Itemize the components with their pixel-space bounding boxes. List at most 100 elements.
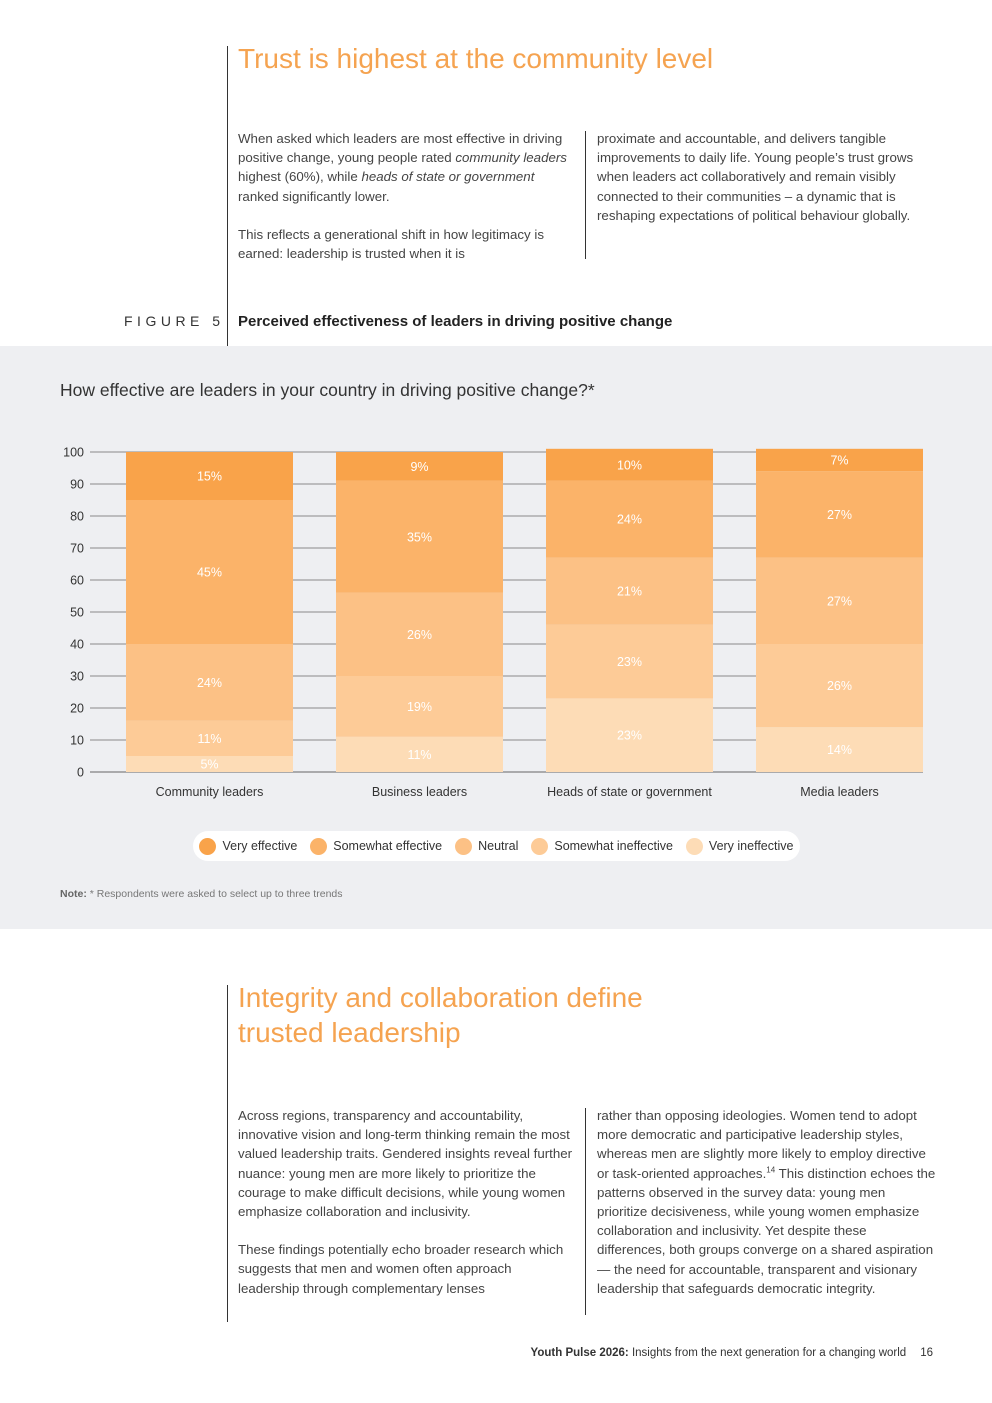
- y-tick-label: 60: [70, 574, 84, 588]
- text-run: ranked significantly lower.: [238, 188, 390, 204]
- section2-left-column: Across regions, transparency and account…: [238, 1106, 576, 1317]
- figure-label: FIGURE 5: [124, 313, 225, 329]
- data-label: 26%: [407, 628, 432, 642]
- data-label: 27%: [827, 594, 852, 608]
- bar-segment: [126, 500, 293, 644]
- page-footer: Youth Pulse 2026: Insights from the next…: [531, 1347, 933, 1359]
- data-label: 10%: [617, 458, 642, 472]
- bar-segment: [546, 624, 713, 699]
- bar-segment: [756, 727, 923, 772]
- legend-swatch: [199, 837, 217, 855]
- bar-segment: [756, 557, 923, 644]
- data-label: 7%: [830, 454, 848, 468]
- footnote-reference: 14: [766, 1165, 776, 1175]
- y-tick-label: 70: [70, 542, 84, 556]
- y-tick-label: 30: [70, 670, 84, 684]
- bar-segment: [546, 557, 713, 625]
- data-label: 19%: [407, 700, 432, 714]
- data-label: 26%: [827, 679, 852, 693]
- section1-left-paragraph-2: This reflects a generational shift in ho…: [238, 226, 544, 262]
- legend-label: Somewhat ineffective: [554, 839, 673, 853]
- bar-segment: [336, 480, 503, 593]
- legend-label: Very effective: [222, 839, 298, 853]
- bar-segment: [126, 720, 293, 756]
- legend-item-somewhat-ineffective: Somewhat ineffective: [531, 837, 673, 855]
- data-label: 11%: [197, 732, 221, 746]
- y-tick-label: 40: [70, 638, 84, 652]
- data-label: 15%: [197, 470, 222, 484]
- title-line-1: Integrity and collaboration define: [238, 982, 643, 1013]
- section1-left-column: When asked which leaders are most effect…: [238, 129, 568, 282]
- bar-segment: [126, 756, 293, 772]
- bar-segment: [546, 480, 713, 558]
- bar-segment: [756, 644, 923, 728]
- figure-title: Perceived effectiveness of leaders in dr…: [238, 313, 673, 330]
- legend-item-very-effective: Very effective: [199, 837, 298, 855]
- bar-segment: [126, 452, 293, 500]
- data-label: 45%: [197, 566, 222, 580]
- section2-right-paragraph-1: rather than opposing ideologies. Women t…: [597, 1106, 937, 1298]
- data-label: 14%: [827, 743, 852, 757]
- data-label: 27%: [827, 508, 852, 522]
- title-line-2: trusted leadership: [238, 1017, 461, 1048]
- y-tick-label: 10: [70, 734, 84, 748]
- chart-note: Note: * Respondents were asked to select…: [60, 888, 343, 900]
- x-category-label: Community leaders: [156, 785, 264, 799]
- data-label: 11%: [407, 748, 431, 762]
- text-run: rather than opposing ideologies. Women t…: [597, 1108, 926, 1181]
- legend-label: Neutral: [478, 839, 519, 853]
- column-divider: [585, 1108, 586, 1315]
- bar-segment: [546, 698, 713, 772]
- text-run: When asked which leaders are most effect…: [238, 131, 563, 166]
- data-label: 9%: [410, 460, 428, 474]
- note-text: * Respondents were asked to select up to…: [86, 888, 343, 900]
- legend-item-neutral: Neutral: [455, 837, 519, 855]
- legend-swatch: [455, 837, 473, 855]
- text-run: This distinction echoes the patterns obs…: [597, 1165, 936, 1296]
- data-label: 23%: [617, 729, 642, 743]
- data-label: 24%: [197, 676, 222, 690]
- data-label: 35%: [407, 530, 432, 544]
- text-run: highest (60%), while: [238, 169, 362, 185]
- stacked-bar-chart: 0 10 20 30 40 50 60 70 80 90 100 5% 11% 24% 45% 15% Comm…: [63, 446, 923, 799]
- chart-question: How effective are leaders in your countr…: [60, 380, 595, 400]
- section1-right-paragraph-1: proximate and accountable, and delivers …: [597, 131, 914, 223]
- bar-segment: [336, 736, 503, 772]
- bar-segment: [336, 592, 503, 676]
- x-category-label: Heads of state or government: [547, 785, 712, 799]
- chart-legend: Very effective Somewhat effective Neutra…: [193, 831, 800, 861]
- y-tick-label: 80: [70, 510, 84, 524]
- y-tick-label: 100: [63, 446, 84, 460]
- bar-segment: [756, 471, 923, 558]
- section1-title: Trust is highest at the community level: [238, 43, 714, 74]
- section1-left-paragraph-1: When asked which leaders are most effect…: [238, 129, 568, 206]
- section2-right-column: rather than opposing ideologies. Women t…: [597, 1106, 937, 1317]
- page-number: 16: [920, 1347, 933, 1359]
- section2-left-paragraph-1: Across regions, transparency and account…: [238, 1108, 573, 1220]
- bar-segment: [336, 452, 503, 481]
- emphasis-community-leaders: community leaders: [455, 150, 567, 166]
- column-divider: [585, 131, 586, 259]
- legend-label: Somewhat effective: [333, 839, 443, 853]
- footer-subtitle: Insights from the next generation for a …: [628, 1347, 907, 1359]
- bar-segment: [336, 676, 503, 737]
- bar-segment: [546, 448, 713, 481]
- y-tick-label: 50: [70, 606, 84, 620]
- bar-segment: [126, 644, 293, 721]
- y-tick-label: 20: [70, 702, 84, 716]
- legend-swatch: [685, 837, 703, 855]
- data-label: 23%: [617, 655, 642, 669]
- data-label: 21%: [617, 585, 642, 599]
- legend-swatch: [310, 837, 328, 855]
- x-category-label: Business leaders: [372, 785, 467, 799]
- section2-title: Integrity and collaboration define truste…: [238, 980, 643, 1050]
- section1-right-column: proximate and accountable, and delivers …: [597, 129, 932, 244]
- section2-rule: [227, 985, 228, 1322]
- data-label: 5%: [200, 758, 218, 772]
- section1-rule: [227, 46, 228, 346]
- legend-label: Very ineffective: [708, 839, 794, 853]
- y-tick-label: 90: [70, 478, 84, 492]
- bar-segment: [756, 448, 923, 472]
- legend-item-somewhat-effective: Somewhat effective: [310, 837, 443, 855]
- legend-item-very-ineffective: Very ineffective: [685, 837, 794, 855]
